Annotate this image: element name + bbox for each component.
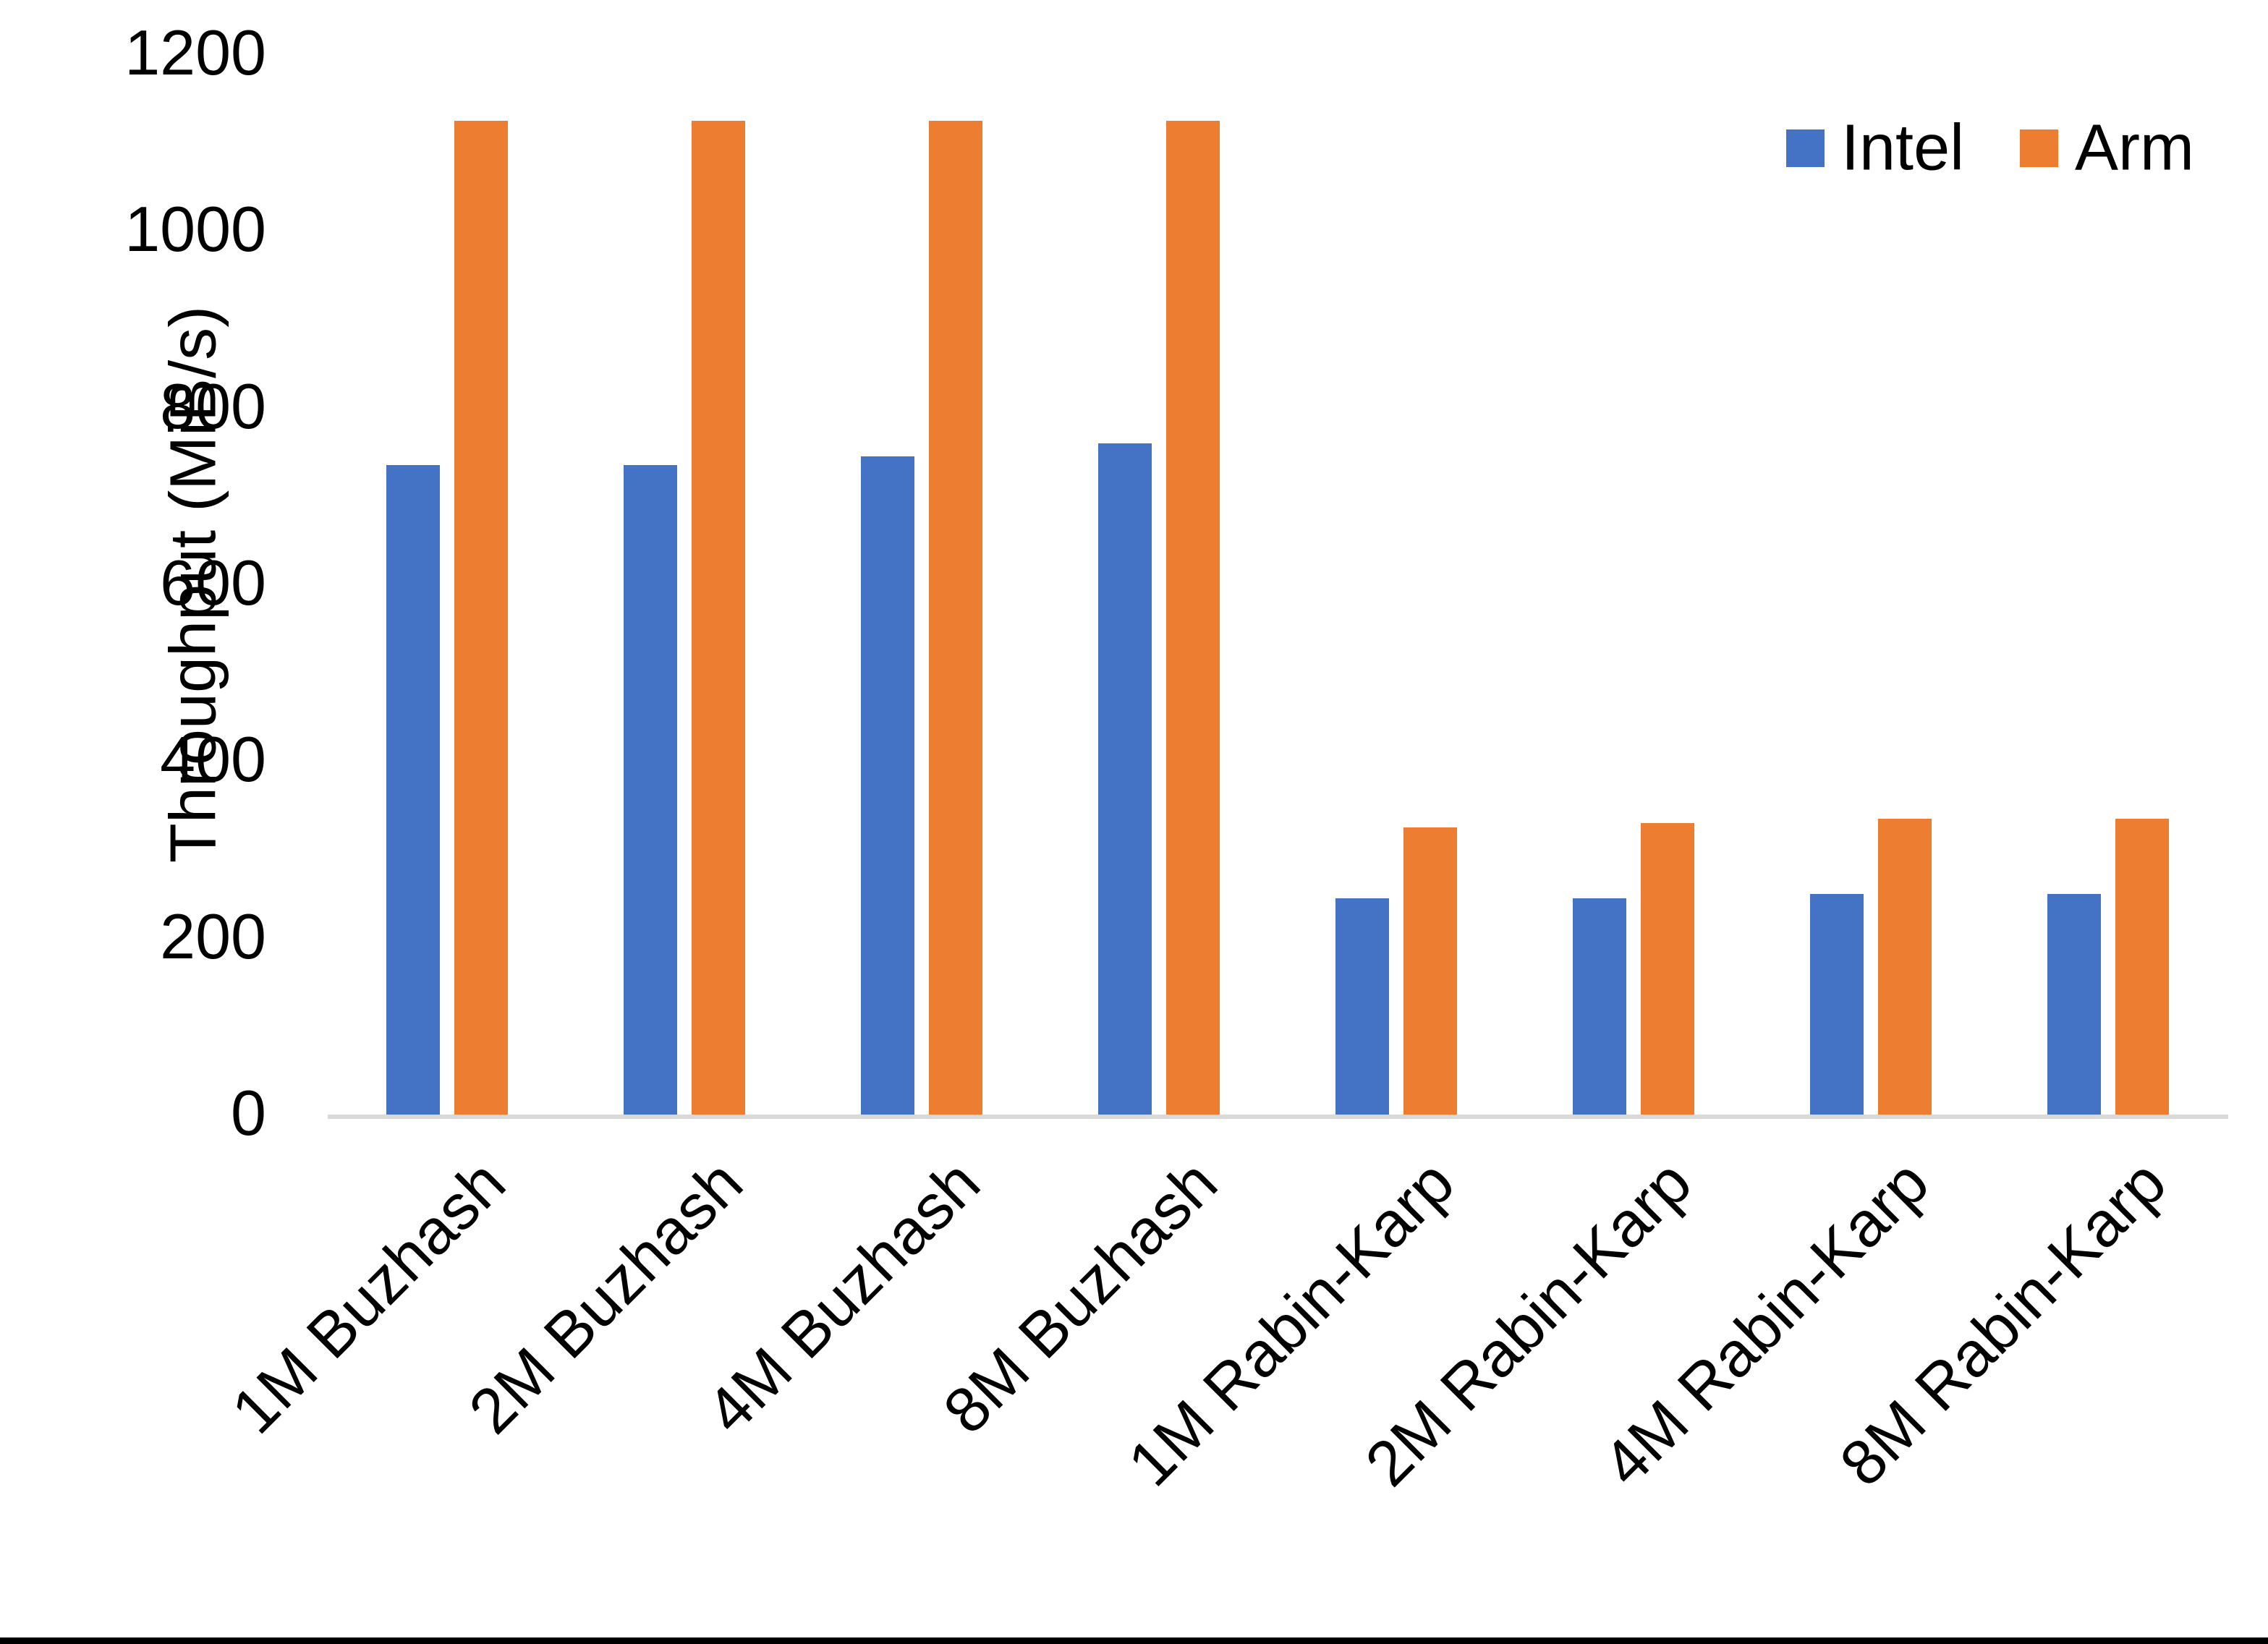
y-tick-label-400: 400 (160, 723, 266, 796)
bar-arm-8m-buzhash (1166, 121, 1220, 1115)
bar-intel-4m-rabin-karp (1810, 894, 1864, 1115)
bar-arm-4m-buzhash (929, 121, 982, 1115)
bar-intel-1m-buzhash (386, 465, 440, 1115)
bar-arm-2m-buzhash (692, 121, 745, 1115)
legend-swatch-arm (2020, 129, 2058, 167)
bar-arm-8m-rabin-karp (2115, 819, 2169, 1115)
bar-intel-4m-buzhash (861, 456, 914, 1115)
y-tick-label-800: 800 (160, 370, 266, 442)
x-axis-baseline (328, 1115, 2228, 1119)
bar-intel-1m-rabin-karp (1335, 898, 1389, 1115)
bar-intel-2m-buzhash (624, 465, 677, 1115)
y-tick-label-200: 200 (160, 900, 266, 972)
bottom-border (0, 1637, 2268, 1644)
legend-swatch-intel (1786, 129, 1825, 167)
bar-intel-8m-rabin-karp (2047, 894, 2101, 1115)
bar-arm-1m-buzhash (454, 121, 508, 1115)
bar-arm-1m-rabin-karp (1403, 827, 1457, 1115)
bar-intel-2m-rabin-karp (1573, 898, 1626, 1115)
y-tick-label-600: 600 (160, 547, 266, 618)
legend-label-arm: Arm (2075, 111, 2194, 184)
bar-arm-2m-rabin-karp (1641, 823, 1694, 1115)
y-tick-label-1200: 1200 (124, 17, 266, 88)
bar-arm-4m-rabin-karp (1878, 819, 1932, 1115)
legend-label-intel: Intel (1841, 111, 1965, 184)
y-tick-label-0: 0 (231, 1077, 266, 1149)
y-tick-label-1000: 1000 (124, 193, 266, 265)
bar-intel-8m-buzhash (1098, 443, 1152, 1115)
